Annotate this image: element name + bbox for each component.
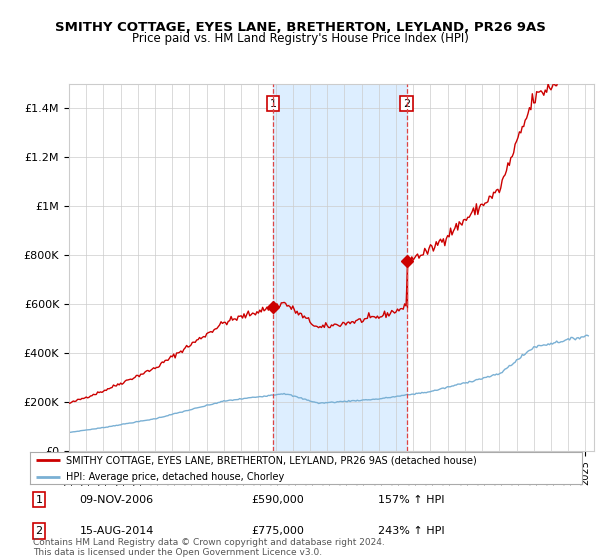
Text: 1: 1	[269, 99, 277, 109]
Text: 15-AUG-2014: 15-AUG-2014	[80, 526, 154, 536]
Text: 2: 2	[35, 526, 43, 536]
Text: 157% ↑ HPI: 157% ↑ HPI	[378, 494, 444, 505]
Text: SMITHY COTTAGE, EYES LANE, BRETHERTON, LEYLAND, PR26 9AS: SMITHY COTTAGE, EYES LANE, BRETHERTON, L…	[55, 21, 545, 34]
Bar	[273, 84, 407, 451]
Text: £775,000: £775,000	[251, 526, 304, 536]
Text: Price paid vs. HM Land Registry's House Price Index (HPI): Price paid vs. HM Land Registry's House …	[131, 32, 469, 45]
Text: £590,000: £590,000	[251, 494, 304, 505]
Text: SMITHY COTTAGE, EYES LANE, BRETHERTON, LEYLAND, PR26 9AS (detached house): SMITHY COTTAGE, EYES LANE, BRETHERTON, L…	[66, 455, 476, 465]
Text: 243% ↑ HPI: 243% ↑ HPI	[378, 526, 445, 536]
Text: 1: 1	[35, 494, 43, 505]
Text: 09-NOV-2006: 09-NOV-2006	[80, 494, 154, 505]
Text: Contains HM Land Registry data © Crown copyright and database right 2024.
This d: Contains HM Land Registry data © Crown c…	[33, 538, 385, 557]
Text: 2: 2	[403, 99, 410, 109]
Text: HPI: Average price, detached house, Chorley: HPI: Average price, detached house, Chor…	[66, 472, 284, 482]
